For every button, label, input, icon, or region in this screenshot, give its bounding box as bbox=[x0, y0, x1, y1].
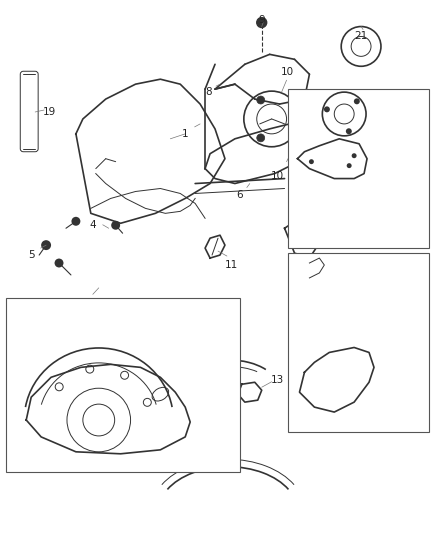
Bar bbox=[288, 89, 429, 248]
Text: 15: 15 bbox=[76, 300, 90, 310]
Text: 6: 6 bbox=[236, 190, 243, 200]
Text: 8: 8 bbox=[205, 87, 212, 97]
Text: 7: 7 bbox=[314, 230, 321, 240]
Text: 16: 16 bbox=[46, 375, 60, 385]
Circle shape bbox=[347, 163, 352, 168]
Circle shape bbox=[354, 99, 360, 104]
Circle shape bbox=[290, 115, 298, 123]
Circle shape bbox=[324, 107, 330, 112]
Text: 11: 11 bbox=[225, 260, 239, 270]
Circle shape bbox=[257, 134, 265, 142]
Text: 14: 14 bbox=[188, 382, 202, 392]
Circle shape bbox=[71, 217, 80, 226]
Text: 20: 20 bbox=[371, 101, 384, 111]
Circle shape bbox=[111, 221, 120, 230]
Text: 1: 1 bbox=[182, 129, 188, 139]
Text: 10: 10 bbox=[271, 171, 284, 181]
Text: 10: 10 bbox=[281, 67, 294, 77]
Text: 12: 12 bbox=[215, 329, 229, 340]
Text: 22: 22 bbox=[353, 322, 366, 333]
Circle shape bbox=[257, 96, 265, 104]
Text: 19: 19 bbox=[42, 107, 55, 117]
Circle shape bbox=[309, 159, 314, 164]
Circle shape bbox=[41, 240, 51, 250]
Text: 13: 13 bbox=[271, 375, 284, 385]
Circle shape bbox=[257, 18, 267, 28]
Text: 21: 21 bbox=[354, 31, 368, 42]
Circle shape bbox=[55, 259, 63, 268]
Circle shape bbox=[352, 153, 357, 158]
Circle shape bbox=[346, 128, 352, 134]
Text: 9: 9 bbox=[258, 14, 265, 25]
Text: 4: 4 bbox=[90, 220, 96, 230]
Bar bbox=[7, 298, 240, 472]
Bar bbox=[288, 253, 429, 432]
Text: 5: 5 bbox=[28, 250, 35, 260]
